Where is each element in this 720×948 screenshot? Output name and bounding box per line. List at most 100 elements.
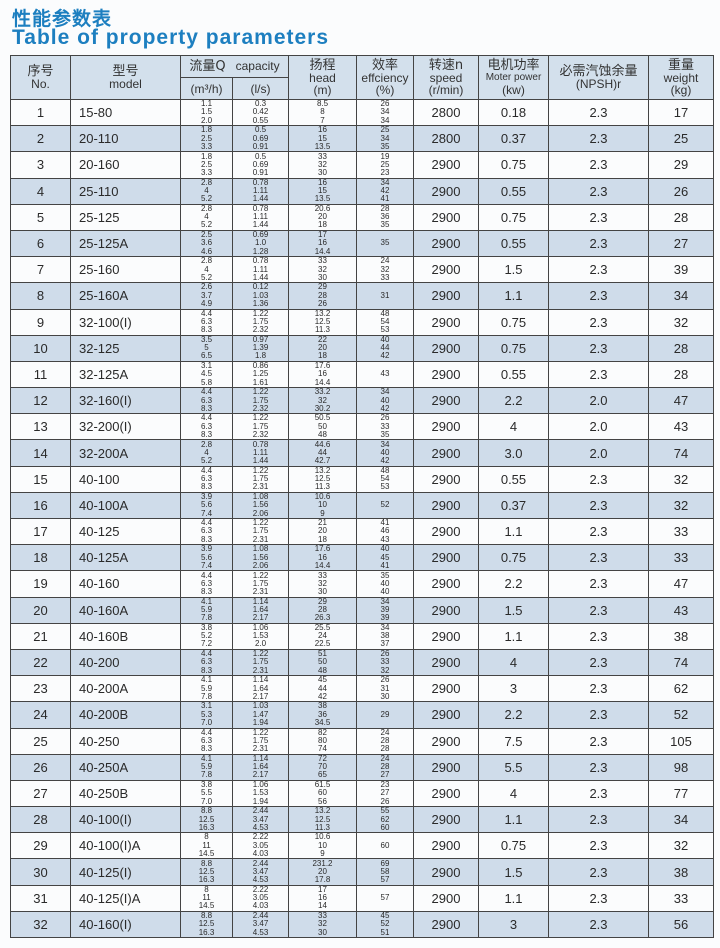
cell-weight: 34 xyxy=(648,282,714,310)
cell-weight: 33 xyxy=(648,884,714,912)
cell-head: 44.6 44 42.7 xyxy=(288,439,357,467)
cell-eff: 26 33 35 xyxy=(356,413,414,441)
cell-npsh: 2.3 xyxy=(548,282,649,310)
cell-head: 231.2 20 17.8 xyxy=(288,858,357,886)
cell-value: 2.32 xyxy=(252,403,269,413)
cell-value: 8.3 xyxy=(200,665,213,675)
cell-value: 40 xyxy=(380,395,390,405)
cell-value: 2.0 xyxy=(254,639,267,649)
cell-head: 38 36 34.5 xyxy=(288,701,357,729)
cell-model: 40-100(I)A xyxy=(70,832,181,860)
cell-model: 25-125A xyxy=(70,229,181,258)
cell-value: 2.8 xyxy=(200,177,213,187)
cell-value: 1.75 xyxy=(252,316,269,326)
cell-value: 0.91 xyxy=(252,141,269,151)
table-row: 5 25-125 2.8 4 5.2 0.78 1.11 1.44 20.6 20 18 28 36 35… xyxy=(10,203,714,231)
cell-value: 2.44 xyxy=(252,806,269,816)
cell-value: 0.5 xyxy=(254,125,267,135)
cell-value: 42 xyxy=(318,691,327,701)
cell-value: 0.97 xyxy=(252,334,269,344)
cell-power: 0.37 xyxy=(478,125,549,153)
cell-value: 4 xyxy=(204,447,209,457)
cell-model: 32-160(I) xyxy=(70,387,181,415)
cell-npsh: 2.3 xyxy=(548,701,649,729)
cell-value: 1.22 xyxy=(252,387,269,397)
cell-value: 3.8 xyxy=(200,622,213,632)
cell-speed: 2900 xyxy=(413,596,479,624)
cell-ls: 0.5 0.69 0.91 xyxy=(232,125,289,153)
cell-q: 3.9 5.6 7.4 xyxy=(180,544,233,572)
cell-value: 60 xyxy=(380,840,390,850)
cell-no: 3 xyxy=(10,151,71,179)
cell-value: 3.1 xyxy=(200,701,213,711)
cell-value: 2.17 xyxy=(252,613,269,623)
cell-value: 17 xyxy=(318,884,327,894)
cell-value: 40 xyxy=(380,447,390,457)
cell-npsh: 2.3 xyxy=(548,806,649,834)
cell-value: 72 xyxy=(318,753,327,763)
cell-q: 4.4 6.3 8.3 xyxy=(180,387,233,415)
cell-value: 6.3 xyxy=(200,735,213,745)
cell-eff: 60 xyxy=(356,832,414,860)
cell-power: 7.5 xyxy=(478,727,549,755)
cell-q: 3.8 5.5 7.0 xyxy=(180,779,233,808)
cell-value: 1.75 xyxy=(252,421,269,431)
cell-value: 2.8 xyxy=(200,256,213,266)
cell-value: 6.5 xyxy=(200,351,213,361)
cell-value: 28 xyxy=(380,735,390,745)
cell-npsh: 2.3 xyxy=(548,622,649,650)
cell-ls: 1.06 1.53 2.0 xyxy=(232,622,289,650)
table-row: 25 40-250 4.4 6.3 8.3 1.22 1.75 2.31 82 80 74 24 28 2… xyxy=(10,727,714,755)
cell-ls: 0.5 0.69 0.91 xyxy=(232,151,289,179)
cell-q: 8 11 14.5 xyxy=(180,884,233,912)
cell-value: 12.5 xyxy=(314,814,331,824)
cell-value: 1.36 xyxy=(252,299,269,309)
cell-value: 15 xyxy=(318,186,327,195)
cell-power: 1.5 xyxy=(478,596,549,624)
cell-power: 0.55 xyxy=(478,229,549,258)
cell-speed: 2900 xyxy=(413,256,479,284)
cell-value: 4 xyxy=(204,264,209,274)
cell-value: 24 xyxy=(380,727,390,737)
cell-value: 1.75 xyxy=(252,735,269,745)
cell-value: 55 xyxy=(380,806,390,816)
cell-speed: 2900 xyxy=(413,465,479,493)
cell-value: 43 xyxy=(380,369,390,379)
cell-weight: 32 xyxy=(648,308,714,336)
cell-value: 33 xyxy=(380,272,390,282)
cell-value: 1.14 xyxy=(252,596,269,606)
cell-model: 40-160B xyxy=(70,622,181,650)
cell-value: 30 xyxy=(318,587,327,597)
cell-value: 25.5 xyxy=(314,622,331,632)
cell-value: 5.8 xyxy=(200,377,213,387)
cell-npsh: 2.3 xyxy=(548,727,649,755)
cell-value: 16.3 xyxy=(198,927,215,937)
cell-speed: 2900 xyxy=(413,151,479,179)
cell-ls: 2.44 3.47 4.53 xyxy=(232,910,289,939)
cell-value: 8.3 xyxy=(200,429,213,439)
cell-ls: 1.22 1.75 2.32 xyxy=(232,413,289,441)
cell-value: 1.22 xyxy=(252,308,269,318)
cell-q: 4.4 6.3 8.3 xyxy=(180,308,233,336)
cell-value: 8 xyxy=(320,107,325,117)
cell-value: 2.5 xyxy=(200,133,213,143)
cell-value: 1.14 xyxy=(252,675,269,685)
cell-power: 4 xyxy=(478,648,549,677)
cell-value: 8.5 xyxy=(316,99,329,109)
table-row: 20 40-160A 4.1 5.9 7.8 1.14 1.64 2.17 29 28 26.3 34… xyxy=(10,596,714,624)
cell-speed: 2900 xyxy=(413,910,479,939)
cell-eff: 25 34 35 xyxy=(356,125,414,153)
cell-value: 2.22 xyxy=(252,832,269,842)
cell-head: 10.6 10 9 xyxy=(288,832,357,860)
cell-head: 33 32 30 xyxy=(288,256,357,284)
table-row: 7 25-160 2.8 4 5.2 0.78 1.11 1.44 33 32 30 24 32 33 29… xyxy=(10,256,714,284)
cell-value: 1.22 xyxy=(252,727,269,737)
cell-npsh: 2.3 xyxy=(548,491,649,520)
cell-power: 0.37 xyxy=(478,491,549,520)
cell-value: 8.3 xyxy=(200,325,213,335)
cell-power: 0.18 xyxy=(478,98,549,127)
cell-value: 60 xyxy=(318,788,327,798)
cell-speed: 2900 xyxy=(413,858,479,886)
header-capacity-ls: (l/s) xyxy=(232,77,289,100)
cell-power: 0.55 xyxy=(478,177,549,205)
